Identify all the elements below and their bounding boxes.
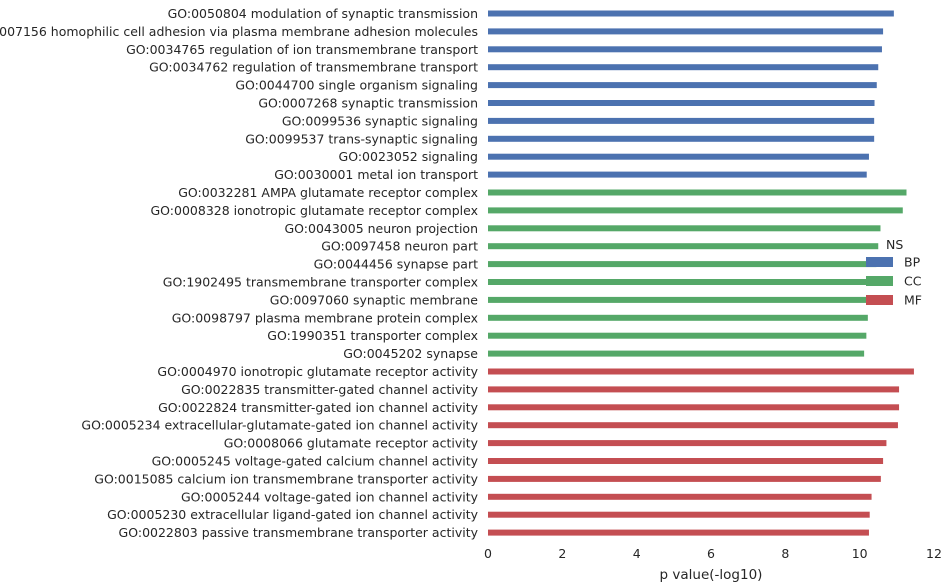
x-tick-label: 8 [781, 546, 789, 561]
bars-layer [488, 10, 914, 536]
category-label: GO:0005230 extracellular ligand-gated io… [107, 507, 479, 522]
category-label: GO:0043005 neuron projection [284, 221, 478, 236]
x-tick-label: 2 [558, 546, 566, 561]
category-label: GO:0022835 transmitter-gated channel act… [181, 382, 478, 397]
bar-24 [488, 422, 898, 429]
category-label: GO:0045202 synapse [343, 346, 478, 361]
category-label: GO:0005244 voltage-gated ion channel act… [181, 489, 479, 504]
category-label: GO:1902495 transmembrane transporter com… [163, 275, 478, 290]
x-tick-label: 0 [484, 546, 492, 561]
category-label: GO:0008066 glutamate receptor activity [224, 436, 479, 451]
bar-20 [488, 350, 865, 357]
bar-21 [488, 368, 914, 375]
category-label: GO:0044456 synapse part [314, 257, 478, 272]
bar-15 [488, 261, 877, 268]
x-axis-ticks: 0 2 4 6 8 10 12 [484, 546, 942, 561]
bar-30 [488, 529, 869, 536]
bar-22 [488, 386, 900, 393]
legend-swatch-bp [866, 257, 893, 267]
bar-10 [488, 171, 867, 178]
category-label: GO:0097060 synaptic membrane [270, 292, 479, 307]
bar-1 [488, 10, 894, 17]
x-tick-label: 12 [926, 546, 942, 561]
category-label: GO:0034762 regulation of transmembrane t… [149, 60, 478, 75]
bar-29 [488, 511, 870, 518]
category-label: GO:0097458 neuron part [321, 239, 478, 254]
x-tick-label: 6 [707, 546, 715, 561]
legend-label-mf: MF [904, 293, 922, 308]
bar-12 [488, 207, 903, 214]
category-labels: GO:0050804 modulation of synaptic transm… [0, 6, 479, 540]
category-label: GO:0044700 single organism signaling [235, 78, 478, 93]
category-label: GO:0034765 regulation of ion transmembra… [126, 42, 478, 57]
bar-5 [488, 82, 877, 89]
bar-4 [488, 64, 879, 71]
bar-18 [488, 314, 868, 321]
bar-11 [488, 189, 907, 196]
category-label: GO:0008328 ionotropic glutamate receptor… [151, 203, 479, 218]
category-label: GO:0099537 trans-synaptic signaling [245, 131, 478, 146]
legend-label-cc: CC [904, 274, 922, 289]
category-label: GO:0099536 synaptic signaling [282, 113, 478, 128]
category-label: GO:1990351 transporter complex [267, 328, 478, 343]
bar-28 [488, 493, 872, 500]
bar-2 [488, 28, 884, 35]
category-label: GO:0005234 extracellular-glutamate-gated… [81, 418, 478, 433]
x-tick-label: 4 [633, 546, 641, 561]
category-label: GO:0098797 plasma membrane protein compl… [172, 310, 478, 325]
bar-7 [488, 117, 875, 124]
bar-14 [488, 243, 879, 250]
legend-label-bp: BP [904, 255, 921, 270]
bar-19 [488, 332, 867, 339]
category-label: GO:0015085 calcium ion transmembrane tra… [94, 471, 478, 486]
bar-16 [488, 279, 873, 285]
category-label: GO:0022824 transmitter-gated ion channel… [158, 400, 479, 415]
bar-23 [488, 404, 900, 411]
bar-9 [488, 153, 869, 160]
legend-swatch-mf [866, 295, 893, 305]
category-label: GO:0032281 AMPA glutamate receptor compl… [178, 185, 478, 200]
category-label: GO:0050804 modulation of synaptic transm… [168, 6, 478, 21]
x-tick-label: 10 [852, 546, 868, 561]
category-label: GO:0005245 voltage-gated calcium channel… [152, 454, 479, 469]
category-label: GO:0023052 signaling [339, 149, 478, 164]
legend-swatch-cc [866, 276, 893, 286]
category-label: GO:0022803 passive transmembrane transpo… [119, 525, 479, 540]
category-label: GO:0007156 homophilic cell adhesion via … [0, 24, 478, 39]
category-label: GO:0030001 metal ion transport [274, 167, 478, 182]
bar-6 [488, 100, 875, 106]
bar-17 [488, 296, 871, 303]
bar-27 [488, 475, 881, 482]
category-label: GO:0007268 synaptic transmission [258, 96, 478, 111]
bar-3 [488, 46, 882, 53]
legend-title: NS [886, 237, 903, 252]
bar-13 [488, 225, 881, 232]
bar-25 [488, 440, 887, 447]
x-axis-label: p value(-log10) [660, 567, 763, 583]
category-label: GO:0004970 ionotropic glutamate receptor… [157, 364, 478, 379]
bar-8 [488, 135, 875, 142]
bar-26 [488, 458, 884, 464]
